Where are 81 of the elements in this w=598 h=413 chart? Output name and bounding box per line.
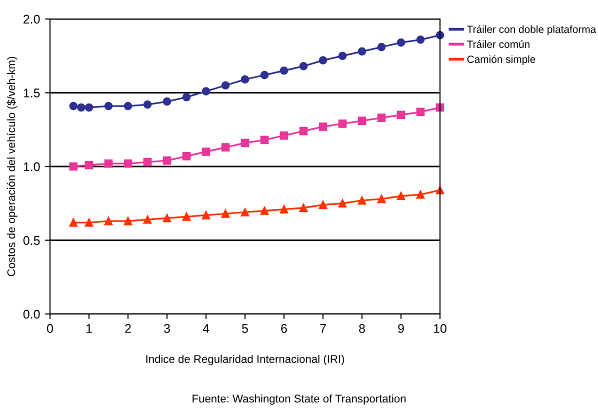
point	[240, 208, 250, 216]
point	[143, 100, 152, 109]
y-tick-label: 0.5	[23, 236, 40, 245]
point	[280, 131, 288, 140]
y-tick-label: 2.0	[24, 14, 40, 24]
point	[338, 52, 347, 60]
point	[338, 120, 347, 128]
point	[396, 110, 406, 120]
point	[182, 152, 191, 160]
point	[69, 102, 78, 110]
x-tick-label: 5	[242, 324, 248, 333]
x-axis-title: Indice de Regularidad Internacional (IRI)	[146, 354, 344, 366]
point	[162, 214, 172, 222]
x-tick-label: 9	[398, 324, 404, 333]
point	[358, 196, 366, 205]
point	[202, 148, 210, 156]
x-tick-label: 4	[202, 324, 210, 333]
point	[84, 218, 94, 227]
legend-label: Tráiler común	[467, 40, 530, 48]
point	[143, 215, 152, 224]
point	[396, 38, 406, 47]
point	[69, 218, 78, 227]
point	[124, 102, 132, 110]
point	[260, 70, 269, 80]
point	[104, 102, 113, 110]
point	[124, 216, 132, 226]
point	[240, 75, 250, 84]
x-tick-label: 2	[125, 324, 131, 333]
point	[318, 56, 328, 64]
legend-label: Tráiler con doble plataforma	[467, 25, 596, 36]
point	[318, 122, 328, 131]
point	[299, 204, 308, 212]
legend-label: Camión simple	[467, 55, 536, 66]
point	[124, 159, 132, 168]
point	[182, 93, 191, 102]
point	[202, 87, 210, 96]
point	[436, 186, 444, 194]
point	[280, 205, 288, 214]
point	[182, 212, 191, 221]
x-tick-label: 6	[281, 324, 287, 333]
point	[162, 156, 172, 165]
point	[260, 136, 269, 144]
point	[69, 162, 78, 171]
x-tick-label: 8	[359, 324, 365, 333]
x-tick-label: 10	[434, 324, 446, 333]
point	[299, 126, 308, 136]
point	[162, 97, 172, 106]
x-tick-label: 3	[164, 324, 170, 333]
point	[84, 160, 94, 170]
y-tick-label: 0.0	[23, 310, 40, 319]
point	[84, 103, 94, 112]
point	[416, 35, 425, 44]
point	[318, 200, 328, 210]
point	[358, 47, 366, 56]
point	[280, 66, 288, 75]
x-tick-label: 7	[320, 324, 326, 333]
point	[260, 206, 269, 215]
y-tick-label: 1.5	[24, 88, 40, 98]
source-note: Fuente: Washington State of Transportation	[192, 394, 406, 405]
point	[143, 158, 152, 166]
point	[416, 108, 425, 116]
point	[77, 103, 86, 112]
point	[221, 143, 230, 152]
point	[416, 190, 425, 199]
point	[104, 159, 113, 168]
point	[377, 114, 386, 122]
y-axis-title: Costos de operación del vehículo ($/veh-km)	[6, 56, 18, 276]
point	[221, 210, 230, 218]
point	[202, 211, 210, 220]
point	[299, 62, 308, 70]
y-tick-label: 1.0	[24, 162, 40, 172]
point	[377, 42, 386, 52]
x-tick-label: 1	[86, 324, 92, 333]
point	[104, 216, 113, 226]
point	[358, 116, 366, 125]
x-tick-label: 0	[47, 324, 53, 333]
point	[396, 192, 406, 200]
point	[240, 138, 250, 148]
point	[221, 81, 230, 90]
point	[338, 199, 347, 208]
point	[377, 194, 386, 204]
